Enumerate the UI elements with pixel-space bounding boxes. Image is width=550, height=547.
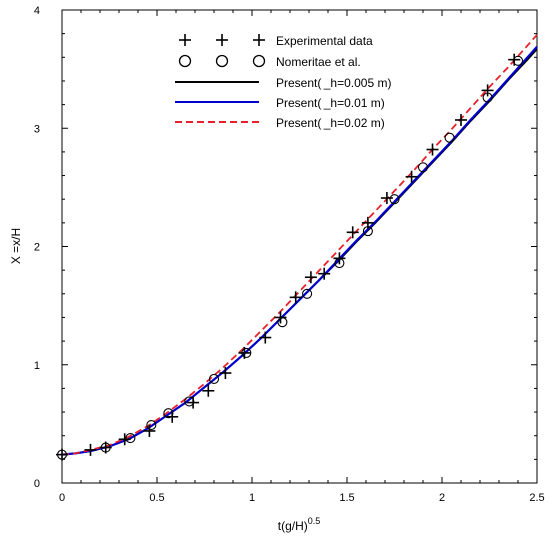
experimental-point: [405, 170, 418, 183]
legend-marker: [252, 54, 266, 68]
x-tick-label: 1.5: [339, 492, 354, 504]
x-tick-label: 2: [439, 492, 445, 504]
legend-marker: [178, 54, 192, 68]
experimental-point: [455, 113, 467, 126]
experimental-point: [346, 226, 359, 239]
nomeritae-point: [146, 420, 157, 431]
nomeritae-point: [482, 92, 493, 103]
experimental-point: [481, 84, 494, 97]
ticks-layer: 0 0.5 1 1.5 2 2.5 0 1 2 3 4: [34, 5, 545, 504]
x-tick-label: 1: [249, 492, 255, 504]
y-axis-label: X =x/H: [9, 228, 23, 264]
experimental-point: [318, 267, 331, 280]
legend-label: Present( _h=0.005 m): [276, 76, 391, 90]
nomeritae-point: [512, 55, 524, 66]
legend: Experimental data Nomeritae et al. Present…: [175, 34, 391, 130]
nomeritae-point: [208, 373, 220, 384]
x-tick-label: 0: [59, 492, 65, 504]
nomeritae-point: [389, 194, 400, 205]
nomeritae-point: [184, 396, 195, 407]
legend-label: Nomeritae et al.: [276, 55, 361, 69]
x-axis-label-superscript: 0.5: [308, 516, 321, 526]
experimental-point: [118, 433, 131, 446]
x-tick-label: 2.5: [529, 492, 544, 504]
nomeritae-point: [417, 162, 429, 173]
legend-marker: [215, 54, 229, 68]
experimental-point: [143, 424, 156, 437]
nomeritae-point: [241, 347, 252, 358]
x-axis-label: t(g/H)0.5: [278, 516, 321, 533]
experimental-point: [274, 311, 287, 324]
nomeritae-point: [302, 288, 313, 299]
experimental-point: [202, 384, 215, 397]
y-tick-label: 2: [34, 242, 40, 254]
experimental-point: [219, 367, 232, 380]
legend-marker: [179, 34, 191, 46]
legend-label: Present( _h=0.01 m): [276, 96, 385, 110]
nomeritae-point: [163, 408, 174, 419]
nomeritae-point: [125, 433, 136, 444]
nomeritae-point: [334, 258, 345, 269]
nomeritae-point: [362, 226, 373, 237]
legend-marker: [253, 34, 265, 46]
y-tick-label: 3: [34, 123, 40, 135]
experimental-point: [380, 192, 393, 205]
nomeritae-point: [100, 442, 111, 453]
experimental-point: [304, 271, 317, 284]
nomeritae-point: [277, 317, 288, 328]
legend-marker: [216, 34, 228, 46]
x-tick-label: 0.5: [149, 492, 164, 504]
x-axis-label-text: t(g/H): [278, 519, 308, 533]
y-tick-label: 4: [34, 5, 40, 17]
series-layer: [56, 34, 538, 461]
legend-label: Present( _h=0.02 m): [276, 116, 385, 130]
experimental-point: [259, 331, 272, 344]
legend-label: Experimental data: [276, 34, 373, 48]
y-tick-label: 1: [34, 360, 40, 372]
y-tick-label: 0: [34, 478, 40, 490]
experimental-point: [426, 143, 439, 156]
experimental-point: [166, 410, 179, 423]
experimental-point: [84, 443, 97, 456]
nomeritae-point: [444, 132, 455, 143]
experimental-point: [289, 291, 302, 304]
